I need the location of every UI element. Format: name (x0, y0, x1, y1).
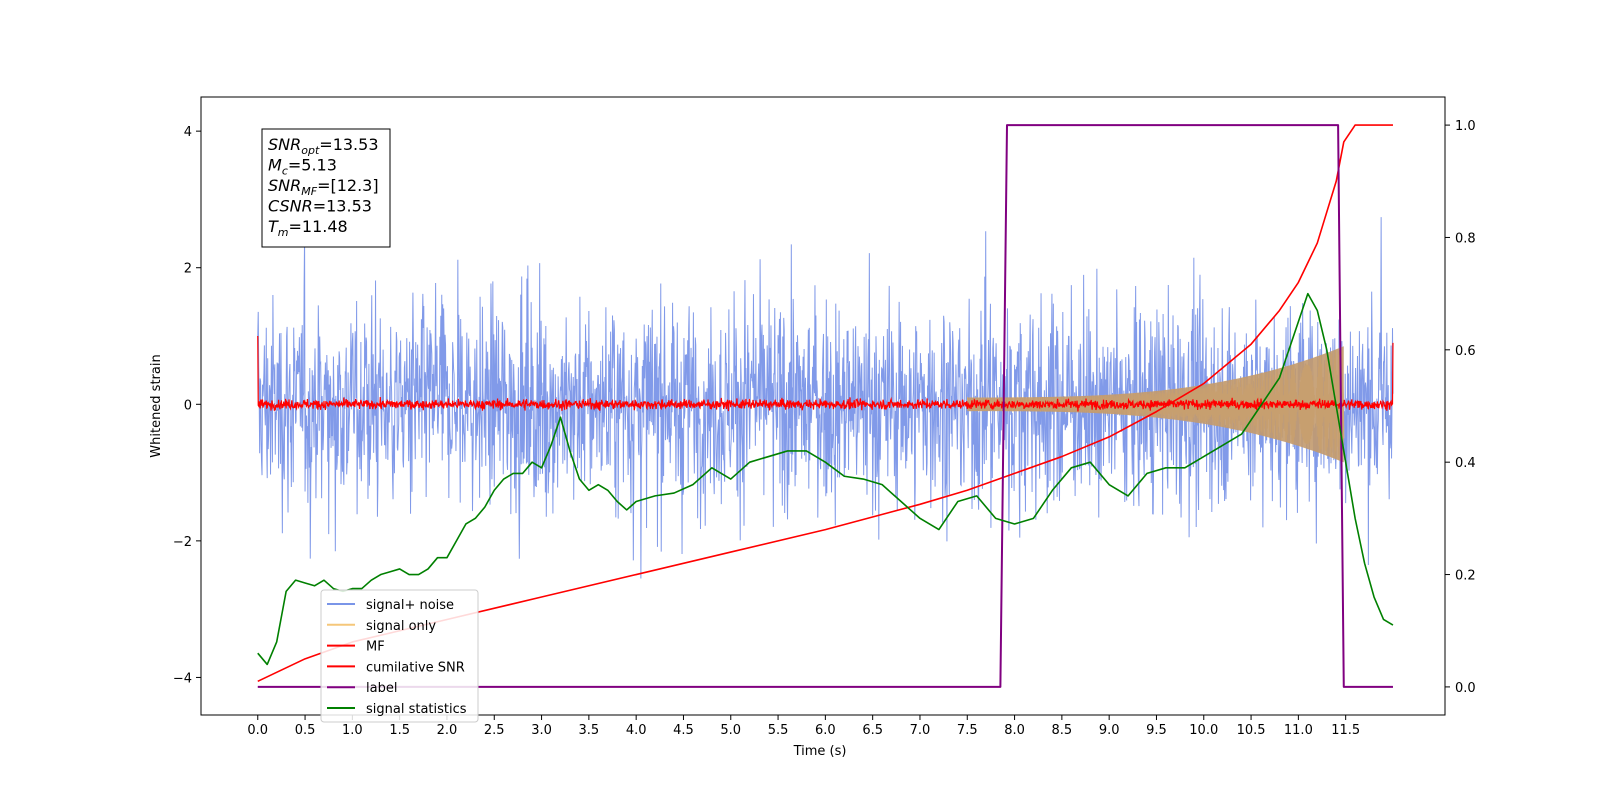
series-label (257, 124, 1393, 688)
legend-label-label: label (366, 681, 397, 696)
signal-statistics-line (257, 292, 1394, 666)
x-tick-label: 4.0 (626, 723, 647, 738)
x-tick-label: 9.0 (1099, 723, 1120, 738)
x-tick-label: 6.5 (862, 723, 883, 738)
x-tick-label: 2.0 (437, 723, 458, 738)
info-box: SNRopt=13.53Mc=5.13SNRMF=[12.3]CSNR=13.5… (261, 128, 391, 248)
y-axis-right: 1.0 0.8 0.6 0.4 0.2 0.0 (1445, 119, 1476, 696)
legend-label-signal-only: signal only (366, 619, 436, 634)
x-tick-label: 9.5 (1146, 723, 1167, 738)
x-tick-label: 8.5 (1052, 723, 1073, 738)
label-line (257, 124, 1393, 688)
y-tick-label: 4 (184, 125, 192, 140)
y2-tick-label: 0.6 (1455, 344, 1476, 359)
info-line: SNRopt=13.53 (268, 135, 379, 157)
legend-label-cumilative-snr: cumilative SNR (366, 660, 465, 675)
x-tick-label: 11.5 (1331, 723, 1360, 738)
x-tick-label: 3.5 (579, 723, 600, 738)
series-signal-statistics (257, 292, 1394, 666)
x-tick-label: 10.5 (1237, 723, 1266, 738)
x-tick-label: 3.0 (531, 723, 552, 738)
x-tick-label: 10.0 (1189, 723, 1218, 738)
series-mf (257, 336, 1394, 412)
y2-tick-label: 0.4 (1455, 456, 1476, 471)
legend-label-signal-noise: signal+ noise (366, 598, 454, 613)
x-tick-label: 0.0 (247, 723, 268, 738)
x-axis-label: Time (s) (793, 744, 847, 759)
y-tick-label: 0 (184, 398, 192, 413)
y-tick-label: −4 (173, 671, 192, 686)
info-line: CSNR=13.53 (268, 197, 372, 216)
x-tick-label: 7.0 (910, 723, 931, 738)
y2-tick-label: 0.2 (1455, 569, 1476, 584)
x-tick-label: 6.0 (815, 723, 836, 738)
legend-label-mf: MF (366, 640, 385, 655)
x-tick-label: 1.5 (389, 723, 410, 738)
x-axis: 0.0 0.5 1.0 1.5 2.0 2.5 3.0 3.5 4.0 4.5 5.0 5.5 6.0 6… (247, 715, 1360, 738)
info-line: Tm=11.48 (268, 217, 348, 239)
y-tick-label: 2 (184, 262, 192, 277)
x-tick-label: 11.0 (1284, 723, 1313, 738)
y-tick-label: −2 (173, 535, 192, 550)
legend: signal+ noise signal only MF cumilative SNR… (320, 589, 479, 723)
y2-tick-label: 0.8 (1455, 231, 1476, 246)
y-axis-label: Whitened strain (149, 354, 164, 457)
x-tick-label: 2.5 (484, 723, 505, 738)
plot-frame (200, 96, 1446, 716)
signal-noise-line (257, 217, 1394, 579)
x-tick-label: 5.0 (720, 723, 741, 738)
y2-tick-label: 1.0 (1455, 119, 1476, 134)
x-tick-label: 0.5 (295, 723, 316, 738)
x-tick-label: 1.0 (342, 723, 363, 738)
legend-label-signal-statistics: signal statistics (366, 702, 467, 717)
x-tick-label: 8.0 (1004, 723, 1025, 738)
mf-line (257, 336, 1394, 412)
series-signal-noise (257, 217, 1394, 579)
info-line: SNRMF=[12.3] (268, 176, 379, 198)
y-axis-left: 4 2 0 −2 −4 (173, 125, 201, 686)
x-tick-label: 4.5 (673, 723, 694, 738)
info-line: Mc=5.13 (268, 156, 337, 178)
y2-tick-label: 0.0 (1455, 681, 1476, 696)
x-tick-label: 7.5 (957, 723, 978, 738)
x-tick-label: 5.5 (768, 723, 789, 738)
